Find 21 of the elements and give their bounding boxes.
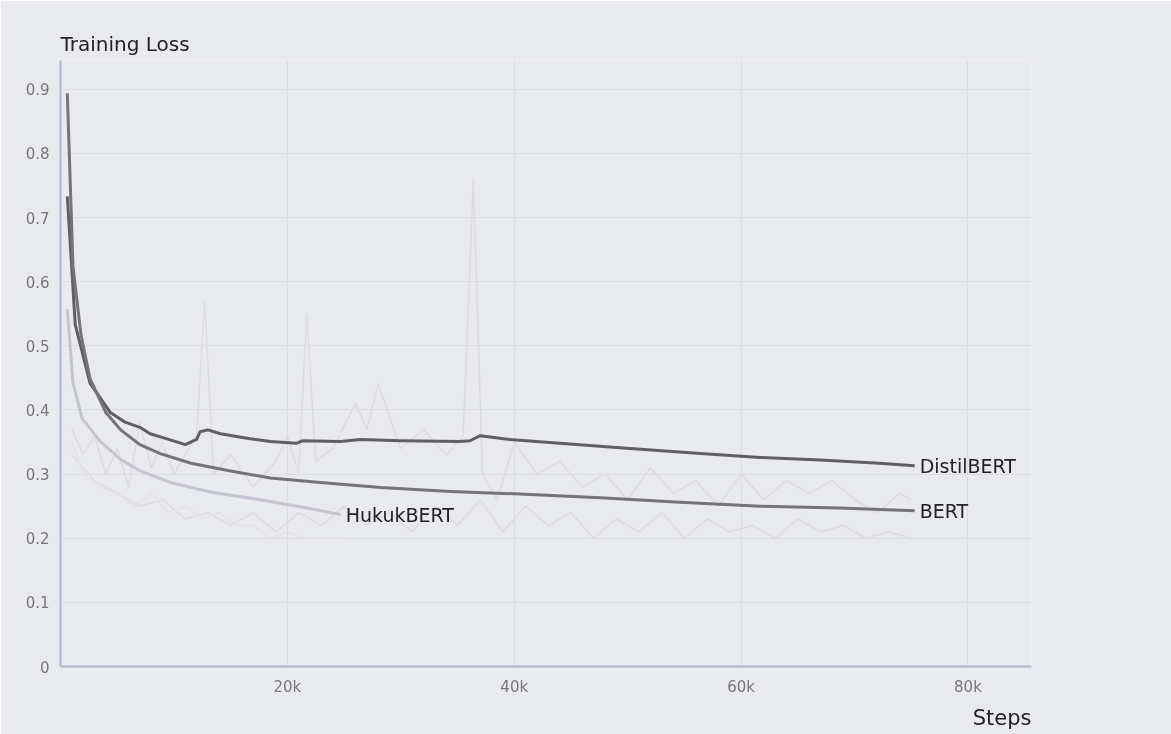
series-label: HukukBERT [345, 503, 455, 526]
y-tick-label: 0.8 [25, 145, 50, 164]
x-axis-title: Steps [972, 705, 1032, 730]
y-tick-label: 0.2 [25, 530, 50, 549]
y-tick-label: 0.6 [25, 273, 50, 292]
x-tick-label: 20k [273, 677, 302, 696]
x-tick-label: 80k [954, 677, 983, 696]
y-tick-label: 0.3 [25, 466, 50, 485]
x-tick-label: 40k [500, 677, 529, 696]
series-label: BERT [919, 499, 969, 522]
x-tick-label: 60k [727, 677, 756, 696]
line-series [65, 194, 917, 468]
y-axis-title: Training Loss [59, 31, 190, 56]
y-tick-label: 0.1 [25, 594, 50, 613]
y-tick-label: 0.7 [25, 209, 50, 228]
line-series [65, 307, 343, 517]
y-tick-label: 0 [39, 658, 50, 677]
y-tick-label: 0.5 [25, 337, 50, 356]
y-tick-label: 0.9 [25, 81, 50, 100]
y-tick-label: 0.4 [25, 401, 50, 420]
series-label: DistilBERT [919, 454, 1017, 477]
